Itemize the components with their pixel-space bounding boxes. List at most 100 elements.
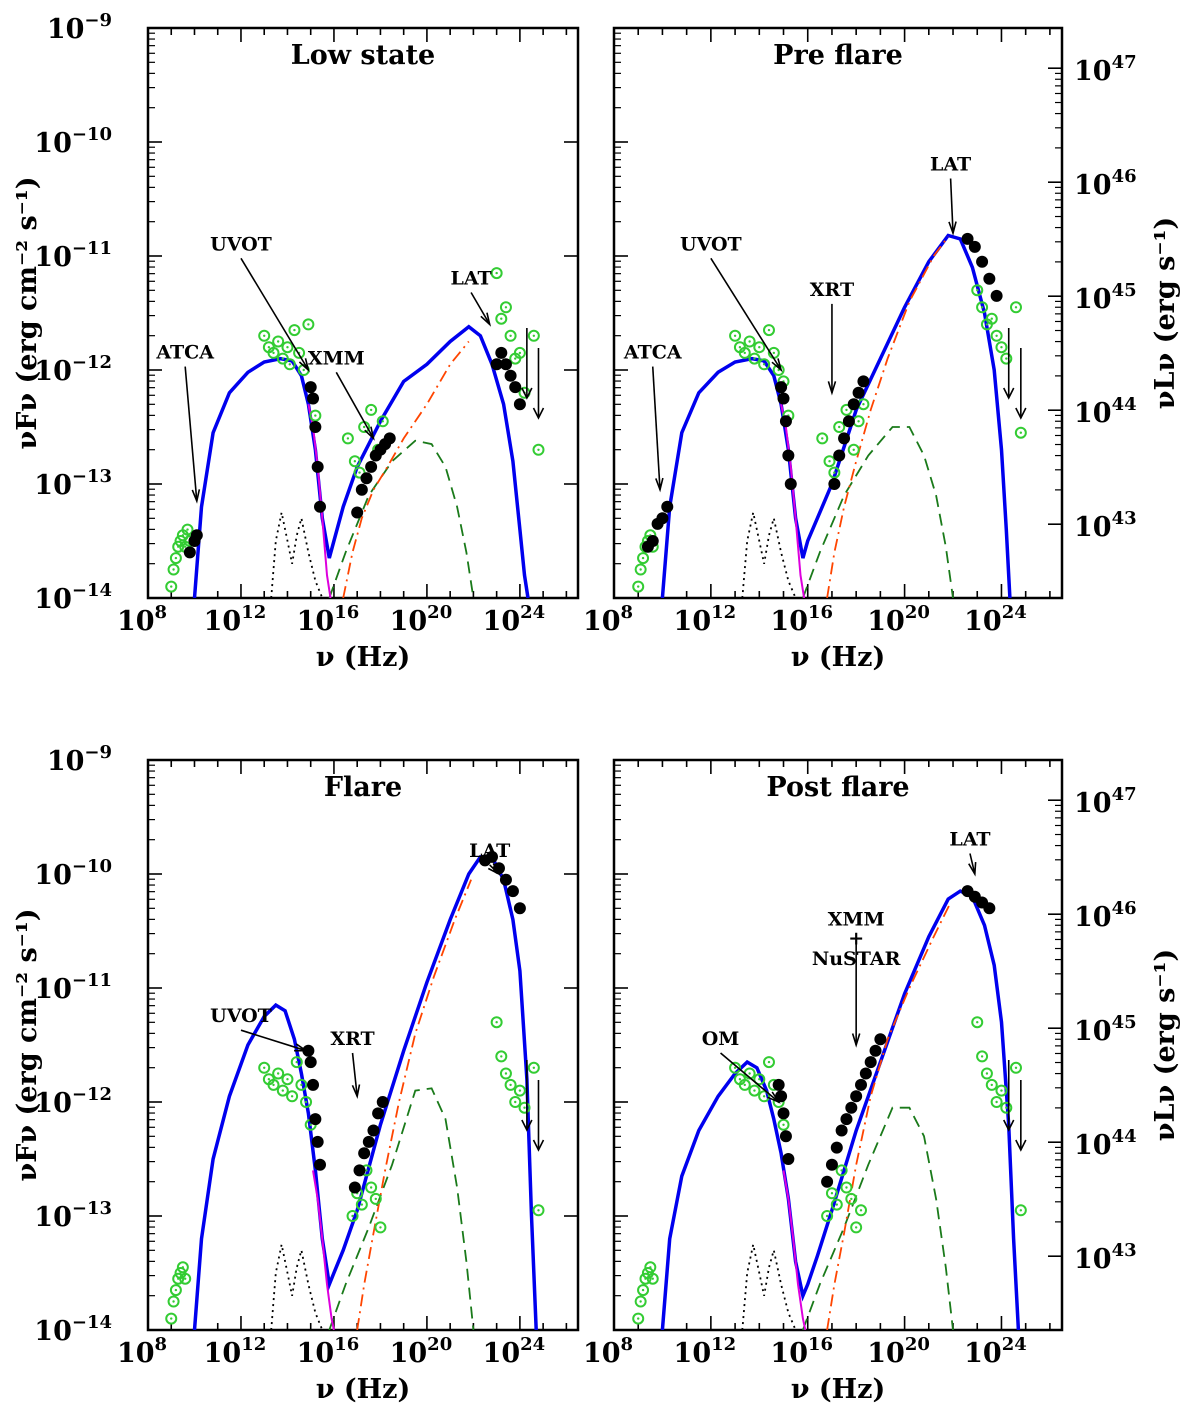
archival-point (738, 1078, 751, 1091)
annotation-lat: LAT (469, 840, 510, 862)
archival-point (828, 466, 841, 479)
archival-point (1009, 301, 1022, 314)
archival-point (281, 1073, 294, 1086)
observed-point (661, 500, 674, 513)
y-tick-label: 10−10 (34, 124, 112, 159)
archival-point-center (504, 1072, 508, 1075)
archival-point (374, 1221, 387, 1234)
upper-limit-arrowhead (1015, 1139, 1027, 1152)
observed-point (656, 512, 669, 525)
archival-point (976, 1050, 989, 1063)
archival-point (758, 358, 771, 371)
upper-limit-arrowhead (1003, 387, 1015, 400)
archival-point (302, 318, 315, 331)
archival-point-center (358, 471, 361, 474)
archival-point (971, 1016, 984, 1029)
observed-point (838, 432, 851, 445)
archival-point-center (181, 534, 185, 537)
archival-point-center (980, 306, 984, 309)
archival-point-center (170, 585, 173, 588)
archival-point (985, 1078, 998, 1091)
archival-point-center (353, 460, 357, 463)
observed-point (961, 232, 974, 245)
x-axis-title: ν (Hz) (791, 1374, 886, 1405)
archival-point-center (369, 1186, 373, 1189)
observed-point (383, 432, 396, 445)
archival-point-center (537, 448, 540, 451)
panel-title: Flare (324, 772, 402, 803)
archival-point (729, 1061, 742, 1074)
annotation-uvot: UVOT (680, 233, 742, 255)
y-tick-label: 10−9 (47, 10, 112, 45)
archival-point (632, 1312, 645, 1325)
x-tick-label: 1024 (964, 602, 1027, 637)
observed-point (372, 1107, 385, 1120)
archival-point (353, 466, 366, 479)
observed-point (857, 375, 870, 388)
observed-point (779, 1130, 792, 1143)
archival-point-center (825, 1214, 829, 1218)
y-tick-label: 10−12 (34, 352, 112, 387)
archival-point (258, 329, 271, 342)
annotation-arrow (351, 1052, 358, 1097)
archival-point-center (1019, 431, 1023, 434)
annotation-arrow (335, 371, 375, 439)
archival-point-center (767, 1060, 771, 1064)
archival-point (639, 1272, 652, 1285)
panel-post-flare: 108 1012 1016 1020 1024 1043 1044 1045 1046 1047 ν… (583, 758, 1181, 1405)
archival-point-center (772, 351, 776, 355)
x-tick-label: 1016 (297, 602, 360, 637)
upper-limit-arrowhead (532, 1139, 545, 1152)
upper-limit-arrowhead (521, 387, 533, 400)
archival-point (532, 1204, 545, 1217)
archival-point-center (748, 1072, 751, 1075)
annotation-arrowhead (298, 358, 310, 373)
panel-title: Low state (291, 40, 435, 71)
archival-point-center (288, 363, 291, 366)
archival-point-center (263, 334, 266, 337)
archival-point-center (263, 1066, 266, 1070)
observed-point (855, 1078, 868, 1091)
archival-point-center (990, 1083, 993, 1087)
archival-point-center (300, 1083, 303, 1087)
annotation-lat: LAT (450, 268, 491, 290)
observed-point (311, 460, 324, 473)
model-curve-disk (741, 512, 797, 598)
observed-point (782, 449, 795, 462)
model-curve-ec (826, 902, 952, 1330)
y-axis-title-left: νFν (erg cm⁻² s⁻¹) (12, 908, 43, 1181)
observed-point (309, 421, 322, 433)
archival-point (376, 415, 389, 428)
observed-point (348, 1181, 361, 1194)
archival-point-center (518, 1089, 522, 1092)
archival-point (283, 358, 296, 371)
archival-point-center (293, 328, 296, 332)
x-tick-label: 1012 (204, 602, 267, 637)
observed-point (183, 546, 196, 559)
observed-point (990, 289, 1003, 302)
archival-point (272, 1067, 285, 1080)
observed-point (772, 1078, 785, 1091)
archival-point-center (362, 425, 366, 429)
archival-point-center (514, 1100, 517, 1104)
archival-point-center (309, 1123, 312, 1127)
x-tick-label: 1012 (674, 602, 737, 637)
archival-point-center (753, 1089, 756, 1092)
observed-point (821, 1175, 834, 1188)
observed-point (499, 873, 512, 886)
observed-point (842, 415, 855, 428)
archival-point (281, 341, 294, 354)
observed-point (847, 398, 860, 411)
upper-limit-arrowhead (521, 1119, 533, 1132)
observed-point (835, 1124, 848, 1137)
y-axis-title-right: νLν (erg s⁻¹) (1150, 949, 1181, 1141)
archival-point (845, 1192, 858, 1205)
y-tick-label: 10−12 (34, 1084, 112, 1119)
archival-point-center (985, 323, 989, 326)
archival-point-center (753, 357, 756, 360)
x-tick-label: 1012 (674, 1334, 737, 1369)
observed-point (825, 1158, 838, 1171)
y-tick-label: 10−13 (34, 1198, 112, 1233)
archival-point-center (500, 317, 503, 320)
